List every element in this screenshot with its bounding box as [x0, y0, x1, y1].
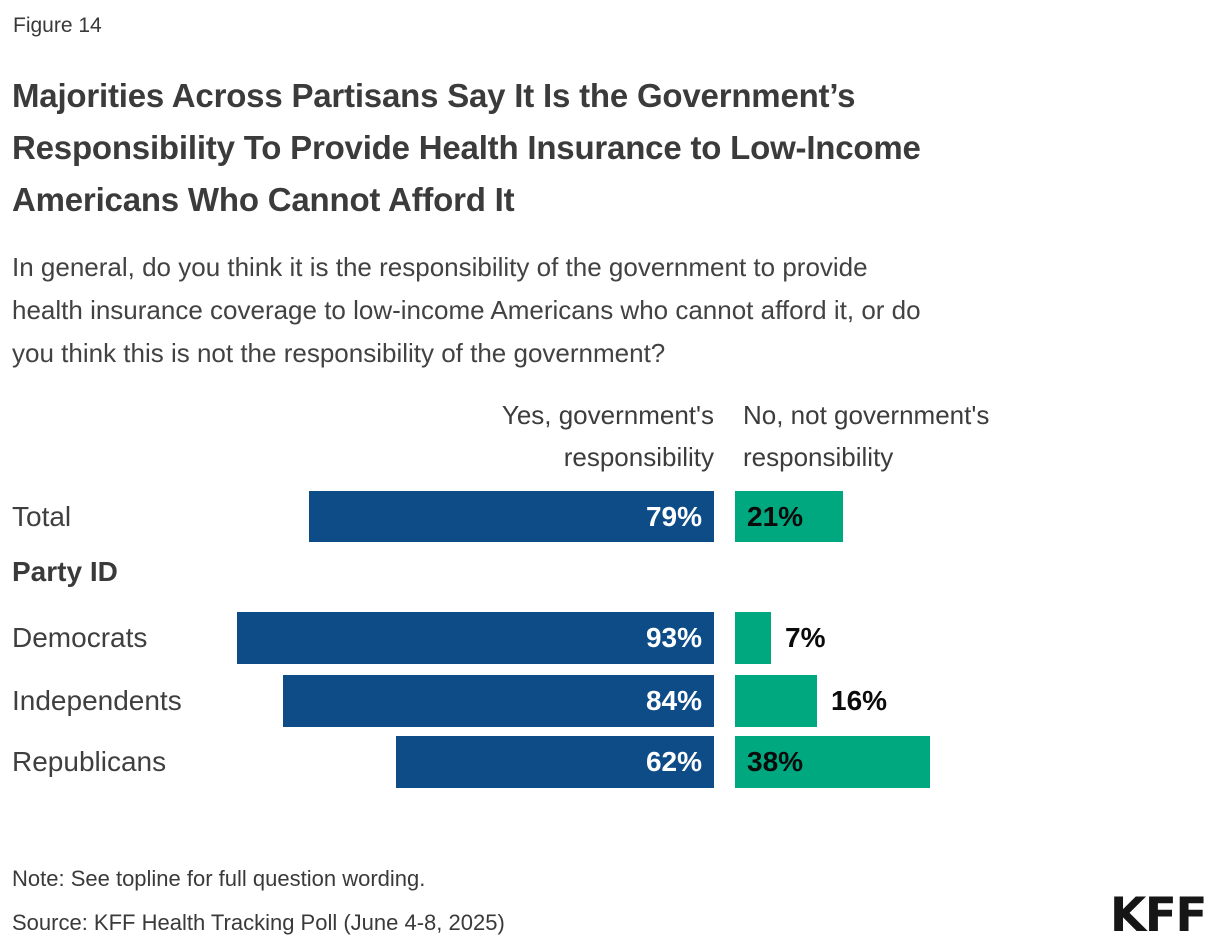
row-label-democrats: Democrats — [12, 622, 148, 653]
chart-title-line-3: Americans Who Cannot Afford It — [12, 181, 515, 218]
no-column-header-line-2: responsibility — [743, 442, 894, 472]
chart-row-total: Total 79% 21% 21% — [0, 491, 1220, 542]
yes-column-header-line-1: Yes, government's — [501, 400, 714, 430]
no-value-label: 21% — [747, 500, 804, 532]
no-column-header: No, not government's responsibility — [743, 394, 1123, 478]
kff-logo: KFF — [1109, 888, 1208, 943]
chart-subtitle-line-1: In general, do you think it is the respo… — [12, 252, 868, 282]
row-label-republicans: Republicans — [12, 746, 167, 777]
no-bar-group: 38% 38% — [735, 736, 930, 788]
chart-subtitle: In general, do you think it is the respo… — [12, 246, 921, 375]
group-header-party-id: Party ID — [12, 556, 118, 587]
row-label-independents: Independents — [12, 685, 182, 716]
no-bar: 38% — [735, 736, 930, 788]
yes-column-header: Yes, government's responsibility — [0, 394, 714, 478]
no-bar: 21% — [735, 491, 843, 542]
no-column-header-line-1: No, not government's — [743, 400, 990, 430]
yes-value-label: 93% — [645, 622, 702, 653]
no-value-label-outside: 7% — [785, 622, 826, 653]
chart-subtitle-line-3: you think this is not the responsibility… — [12, 338, 666, 368]
source-text: Source: KFF Health Tracking Poll (June 4… — [12, 910, 505, 935]
row-label-total: Total — [12, 500, 72, 532]
no-value-label: 38% — [747, 746, 804, 777]
bar-chart: Yes, government's responsibility No, not… — [0, 392, 1220, 792]
no-bar-group: 7% 7% — [735, 612, 825, 664]
yes-bar: 62% — [396, 736, 714, 788]
yes-value-label: 79% — [645, 500, 702, 532]
chart-row-independents: Independents 84% 16% 16% — [0, 675, 1220, 727]
yes-bar: 79% — [309, 491, 714, 542]
note-text: Note: See topline for full question word… — [12, 866, 426, 891]
figure-label: Figure 14 — [13, 14, 102, 37]
yes-bar: 84% — [283, 675, 714, 727]
no-bar: 16% — [735, 675, 817, 727]
yes-value-label: 84% — [645, 685, 702, 716]
no-bar-group: 21% 21% — [735, 491, 843, 542]
no-bar-group: 16% 16% — [735, 675, 887, 727]
chart-subtitle-line-2: health insurance coverage to low-income … — [12, 295, 921, 325]
chart-title: Majorities Across Partisans Say It Is th… — [12, 70, 921, 226]
no-value-label-outside: 16% — [831, 685, 888, 716]
yes-column-header-line-2: responsibility — [563, 442, 714, 472]
chart-title-line-1: Majorities Across Partisans Say It Is th… — [12, 77, 856, 114]
no-bar: 7% — [735, 612, 771, 664]
yes-value-label: 62% — [645, 746, 702, 777]
chart-row-republicans: Republicans 62% 38% 38% — [0, 736, 1220, 788]
chart-title-line-2: Responsibility To Provide Health Insuran… — [12, 129, 921, 166]
chart-row-democrats: Democrats 93% 7% 7% — [0, 612, 1220, 664]
yes-bar: 93% — [237, 612, 714, 664]
